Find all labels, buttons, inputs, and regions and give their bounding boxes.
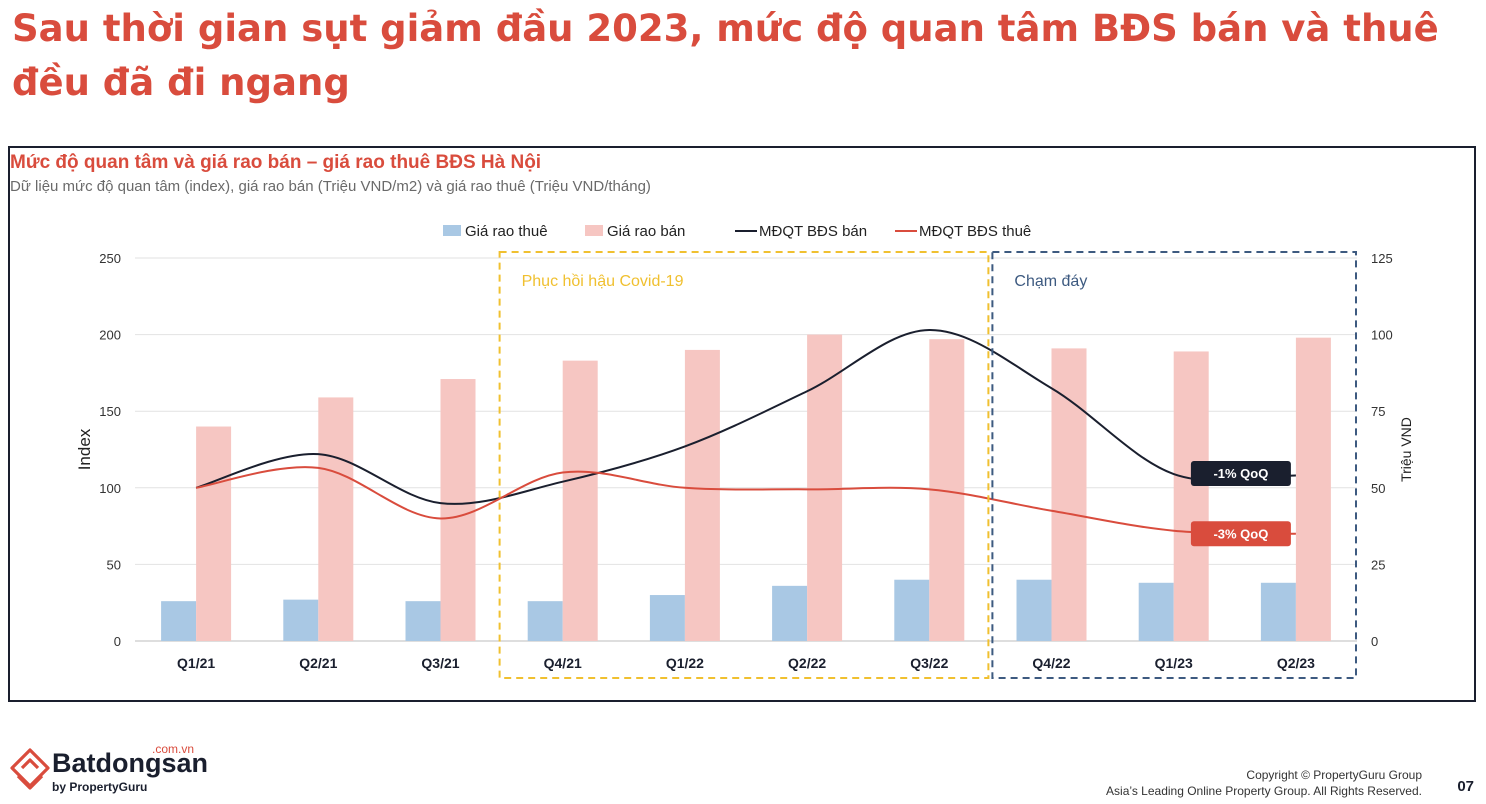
page-number: 07 (1457, 778, 1474, 795)
x-tick-label: Q4/21 (544, 655, 582, 671)
x-tick-label: Q2/22 (788, 655, 826, 671)
chart-title: Mức độ quan tâm và giá rao bán – giá rao… (10, 152, 542, 173)
bar-gia-rao-ban (440, 379, 476, 641)
bar-gia-rao-thue (161, 601, 197, 641)
y2-tick-label: 25 (1371, 557, 1385, 572)
bar-gia-rao-ban (318, 397, 354, 641)
bar-gia-rao-thue (1138, 582, 1174, 641)
y-tick-label: 0 (114, 634, 121, 649)
bar-gia-rao-thue (1016, 579, 1052, 641)
chart-frame (8, 146, 1476, 702)
x-tick-label: Q3/21 (421, 655, 459, 671)
logo-name: Batdongsan (52, 748, 209, 778)
bar-gia-rao-thue (649, 595, 685, 641)
y2-tick-label: 100 (1371, 328, 1393, 343)
y2-tick-label: 75 (1371, 404, 1385, 419)
line-mdqt-ban (195, 329, 1296, 505)
callout-badge-thue (1190, 521, 1291, 547)
legend-label: Giá rao thuê (465, 223, 548, 240)
logo-byline: by PropertyGuru (52, 780, 148, 794)
y2-tick-label: 0 (1371, 634, 1378, 649)
y-tick-label: 50 (107, 557, 121, 572)
x-tick-label: Q4/22 (1032, 655, 1070, 671)
x-tick-label: Q3/22 (910, 655, 948, 671)
bar-gia-rao-thue (894, 579, 930, 641)
logo-domain: .com.vn (152, 742, 195, 756)
x-tick-label: Q2/23 (1277, 655, 1315, 671)
annotation-box-covid-recovery (498, 251, 990, 679)
copyright-line-2: Asia’s Leading Online Property Group. Al… (1106, 784, 1422, 798)
y-tick-label: 200 (99, 328, 121, 343)
annotation-label-bottom: Chạm đáy (1014, 273, 1087, 290)
bar-gia-rao-thue (527, 601, 563, 641)
legend-swatch (443, 225, 461, 236)
bar-gia-rao-ban (1295, 337, 1331, 641)
x-tick-label: Q1/22 (666, 655, 704, 671)
legend-label: MĐQT BĐS bán (759, 223, 867, 240)
bar-gia-rao-ban (807, 334, 843, 641)
bar-gia-rao-thue (283, 599, 319, 641)
copyright-line-1: Copyright © PropertyGuru Group (1246, 768, 1422, 782)
y-axis-title: Index (75, 428, 94, 470)
bar-gia-rao-thue (1260, 582, 1296, 641)
chart-subtitle: Dữ liệu mức độ quan tâm (index), giá rao… (10, 178, 651, 195)
x-tick-label: Q2/21 (299, 655, 337, 671)
callout-badge-ban (1190, 461, 1291, 487)
y-tick-label: 100 (99, 481, 121, 496)
bar-gia-rao-ban (196, 426, 232, 641)
y2-tick-label: 50 (1371, 481, 1385, 496)
bar-gia-rao-thue (405, 601, 441, 641)
bar-gia-rao-thue (772, 585, 808, 641)
bar-gia-rao-ban (1051, 348, 1087, 641)
annotation-box-bottom (991, 251, 1358, 679)
y2-axis-title: Triệu VND (1398, 417, 1414, 482)
legend-swatch (585, 225, 603, 236)
legend-label: Giá rao bán (607, 223, 685, 240)
y-tick-label: 250 (99, 251, 121, 266)
bar-gia-rao-ban (684, 349, 720, 641)
callout-text-ban: -1% QoQ (1213, 466, 1268, 481)
annotation-label-covid-recovery: Phục hồi hậu Covid-19 (522, 273, 684, 290)
bar-gia-rao-ban (1173, 351, 1209, 641)
bar-gia-rao-ban (562, 360, 598, 641)
legend-label: MĐQT BĐS thuê (919, 223, 1031, 240)
line-mdqt-thue (195, 466, 1296, 535)
callout-text-thue: -3% QoQ (1213, 526, 1268, 541)
page-headline: Sau thời gian sụt giảm đầu 2023, mức độ … (12, 7, 1439, 104)
y2-tick-label: 125 (1371, 251, 1393, 266)
batdongsan-logo-icon (10, 748, 50, 790)
copyright: Copyright © PropertyGuru Group Asia’s Le… (1106, 767, 1422, 799)
x-tick-label: Q1/23 (1155, 655, 1193, 671)
y-tick-label: 150 (99, 404, 121, 419)
x-tick-label: Q1/21 (177, 655, 215, 671)
